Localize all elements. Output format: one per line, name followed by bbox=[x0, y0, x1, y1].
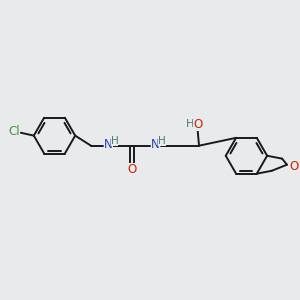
Text: O: O bbox=[290, 160, 299, 172]
Text: H: H bbox=[158, 136, 166, 146]
Text: O: O bbox=[127, 163, 136, 176]
Text: Cl: Cl bbox=[9, 125, 20, 138]
Text: N: N bbox=[151, 138, 160, 151]
Text: H: H bbox=[111, 136, 119, 146]
Text: H: H bbox=[186, 119, 194, 129]
Text: O: O bbox=[193, 118, 202, 130]
Text: N: N bbox=[104, 138, 112, 151]
